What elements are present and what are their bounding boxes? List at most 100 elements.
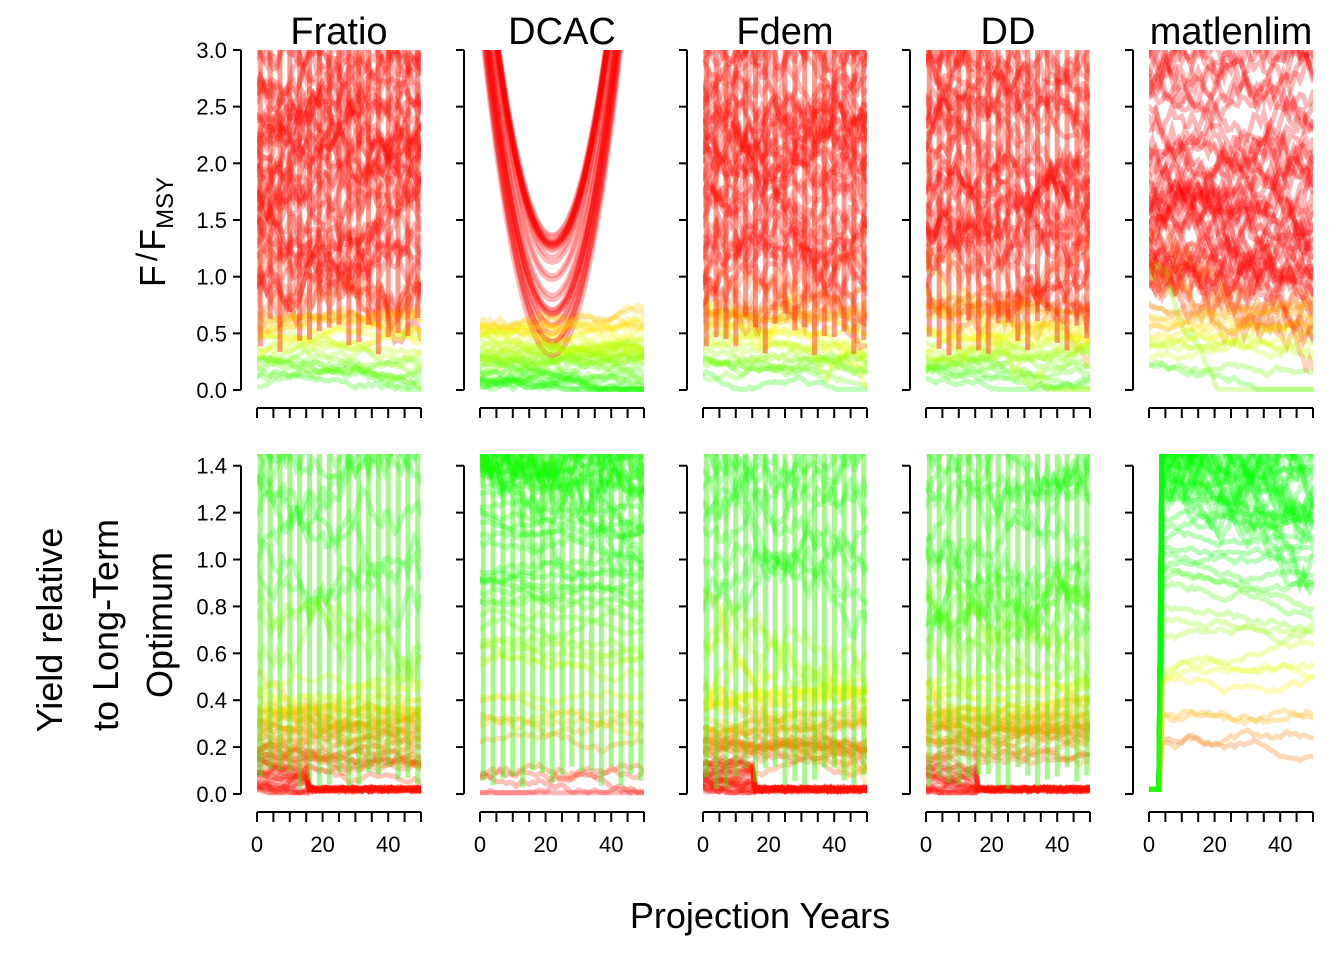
trajectory-line (707, 454, 865, 514)
trajectory-line (1149, 454, 1313, 792)
trajectory-line (703, 286, 867, 389)
trajectory-line (257, 783, 421, 796)
trajectory-line (480, 454, 614, 494)
trajectory-line (1149, 50, 1313, 100)
trajectory-line (1149, 471, 1313, 792)
trajectory-line (480, 581, 644, 606)
trajectory-line (703, 714, 867, 729)
trajectory-line (257, 124, 421, 235)
trajectory-line (488, 50, 616, 298)
trajectory-line (703, 84, 867, 185)
trajectory-line (703, 764, 867, 796)
trajectory-line (703, 212, 867, 291)
trajectory-line (703, 783, 867, 795)
trajectory-line (480, 338, 644, 378)
trajectory-line (926, 81, 1090, 144)
trajectory-line (257, 763, 421, 798)
trajectory-line (257, 174, 421, 225)
trajectory-line (480, 711, 644, 738)
trajectory-line (703, 88, 867, 168)
trajectory-line (926, 538, 1090, 596)
trajectory-line (257, 367, 421, 393)
trajectory-line (926, 743, 1090, 765)
trajectory-line (703, 266, 867, 332)
trajectory-line (703, 740, 867, 770)
trajectory-line (926, 717, 1090, 738)
trajectory-line (480, 582, 644, 608)
trajectory-line (480, 606, 644, 638)
trajectory-line (703, 753, 867, 795)
trajectory-line (926, 146, 1090, 204)
trajectory-line (257, 199, 421, 311)
trajectory-line (257, 349, 421, 376)
trajectory-line (486, 50, 618, 313)
x-axis-label: Projection Years (630, 895, 890, 936)
trajectory-line (480, 506, 644, 542)
panel-yieldrelativ-matlenlim (1149, 454, 1313, 792)
trajectory-line (703, 599, 867, 707)
trajectory-line (926, 729, 1090, 758)
trajectory-line (257, 720, 421, 744)
x-tick-label: 40 (822, 832, 846, 857)
trajectory-line (703, 172, 867, 307)
trajectory-line (1149, 454, 1313, 792)
trajectory-line (257, 712, 421, 737)
trajectory-line (1149, 454, 1313, 792)
trajectory-line (1149, 454, 1194, 792)
trajectory-line (1149, 145, 1313, 279)
trajectory-line (703, 755, 867, 796)
trajectory-line (480, 528, 644, 556)
trajectory-line (257, 354, 421, 383)
trajectory-line (490, 50, 614, 283)
trajectory-line (1149, 454, 1313, 792)
trajectory-line (703, 220, 867, 327)
trajectory-line (703, 656, 867, 722)
trajectory-line (257, 119, 421, 230)
trajectory-line (257, 323, 421, 360)
trajectory-line (257, 707, 421, 735)
trajectory-line (703, 329, 867, 359)
x-tick-label: 0 (474, 832, 486, 857)
trajectory-line (703, 50, 867, 79)
trajectory-line (257, 50, 421, 145)
trajectory-line (1149, 457, 1313, 792)
trajectory-line (926, 765, 1090, 795)
trajectory-line (703, 210, 867, 289)
trajectory-line (257, 197, 421, 284)
trajectory-line (703, 221, 867, 307)
trajectory-line (703, 767, 867, 795)
trajectory-line (257, 782, 421, 796)
x-tick-label: 0 (251, 832, 263, 857)
trajectory-line (926, 73, 1090, 144)
trajectory-line (480, 473, 644, 498)
trajectory-line (926, 50, 990, 117)
trajectory-line (1149, 119, 1313, 194)
trajectory-line (703, 126, 867, 254)
trajectory-line (926, 507, 1090, 634)
trajectory-line (480, 454, 572, 483)
trajectory-line (568, 454, 644, 509)
trajectory-line (926, 301, 1090, 321)
trajectory-line (926, 322, 1090, 344)
trajectory-line (926, 572, 1090, 653)
trajectory-line (257, 595, 421, 683)
trajectory-line (1149, 454, 1313, 792)
y-tick-label: 1.2 (196, 501, 227, 526)
trajectory-line (257, 105, 421, 200)
trajectory-line (257, 784, 421, 796)
trajectory-line (703, 327, 867, 362)
trajectory-line (703, 145, 867, 219)
trajectory-line (257, 667, 421, 770)
trajectory-line (257, 707, 421, 733)
trajectory-line (480, 330, 644, 349)
trajectory-line (507, 454, 513, 460)
x-tick-label: 0 (1143, 832, 1155, 857)
trajectory-line (1149, 124, 1313, 226)
trajectory-line (926, 301, 1090, 333)
trajectory-line (926, 292, 1090, 316)
panel-title-fratio: Fratio (290, 11, 387, 53)
trajectory-line (1149, 454, 1313, 792)
trajectory-line (926, 675, 1090, 695)
trajectory-line (703, 355, 867, 377)
